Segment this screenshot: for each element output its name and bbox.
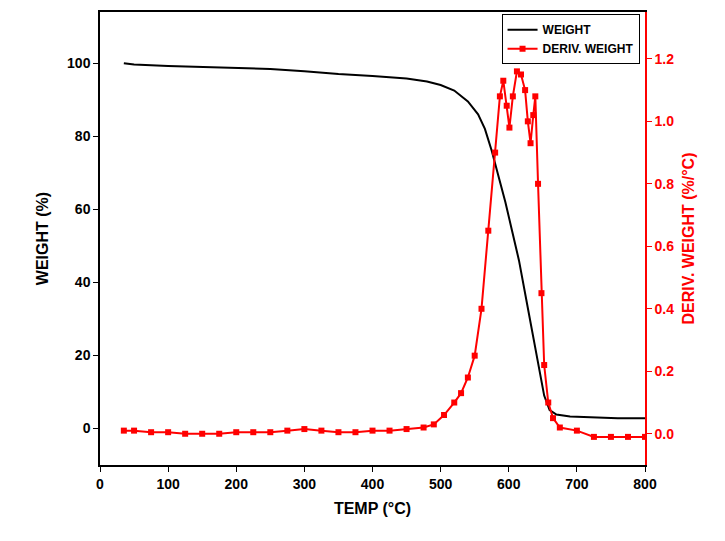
svg-text:200: 200 (225, 476, 249, 492)
svg-text:0: 0 (96, 476, 104, 492)
svg-text:WEIGHT: WEIGHT (543, 23, 592, 37)
svg-text:0.8: 0.8 (655, 176, 675, 192)
svg-text:100: 100 (156, 476, 180, 492)
svg-text:700: 700 (565, 476, 589, 492)
svg-text:500: 500 (429, 476, 453, 492)
svg-text:0.6: 0.6 (655, 238, 675, 254)
svg-text:TEMP (°C): TEMP (°C) (334, 500, 411, 517)
svg-text:60: 60 (75, 201, 91, 217)
svg-text:40: 40 (75, 274, 91, 290)
svg-text:600: 600 (497, 476, 521, 492)
svg-text:0: 0 (83, 420, 91, 436)
svg-text:0.0: 0.0 (655, 426, 675, 442)
svg-text:DERIV. WEIGHT (%/°C): DERIV. WEIGHT (%/°C) (680, 152, 697, 324)
svg-text:0.2: 0.2 (655, 363, 675, 379)
svg-text:100: 100 (67, 55, 91, 71)
svg-text:0.4: 0.4 (655, 301, 675, 317)
svg-text:20: 20 (75, 347, 91, 363)
svg-text:1.0: 1.0 (655, 113, 675, 129)
svg-text:800: 800 (633, 476, 657, 492)
svg-text:DERIV. WEIGHT: DERIV. WEIGHT (543, 42, 634, 56)
svg-text:WEIGHT (%): WEIGHT (%) (34, 192, 51, 285)
svg-text:400: 400 (361, 476, 385, 492)
svg-text:300: 300 (293, 476, 317, 492)
svg-text:80: 80 (75, 128, 91, 144)
svg-text:1.2: 1.2 (655, 51, 675, 67)
